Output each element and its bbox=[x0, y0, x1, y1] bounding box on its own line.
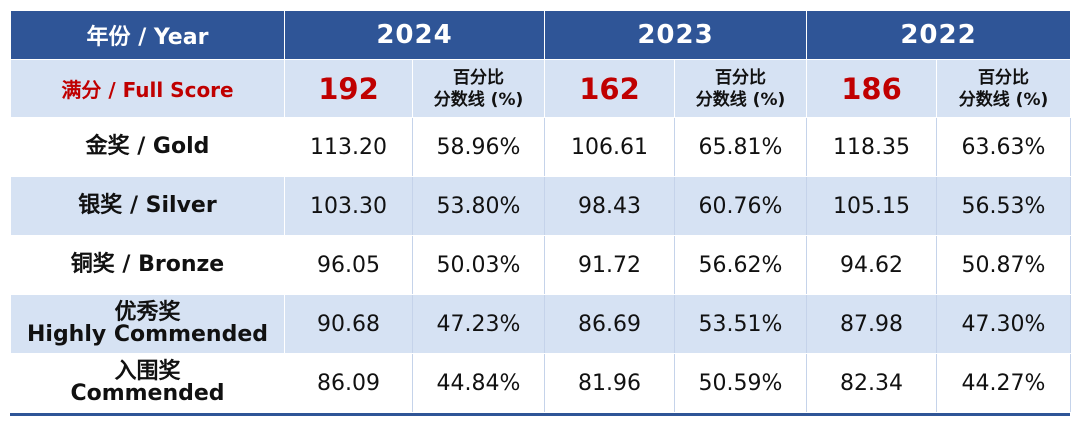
pct-header-line2: 分数线 (%) bbox=[695, 89, 786, 110]
table-cell: 63.63% bbox=[936, 117, 1071, 177]
table-row: 优秀奖 Highly Commended 90.68 47.23% 86.69 … bbox=[10, 294, 1071, 354]
year-2022-cell: 2022 bbox=[806, 10, 1071, 60]
table-cell: 60.76% bbox=[674, 176, 807, 236]
table-row: 银奖 / Silver 103.30 53.80% 98.43 60.76% 1… bbox=[10, 176, 1071, 236]
table-cell: 53.51% bbox=[674, 294, 807, 354]
table-cell: 53.80% bbox=[412, 176, 545, 236]
full-score-row: 满分 / Full Score 192 百分比 分数线 (%) 162 百分比 分数… bbox=[10, 59, 1071, 118]
full-score-label: 满分 / Full Score bbox=[61, 78, 234, 102]
pct-header-2022: 百分比 分数线 (%) bbox=[936, 59, 1071, 118]
table-bottom-border bbox=[10, 413, 1070, 416]
row-label-line1: 金奖 / Gold bbox=[85, 134, 210, 159]
table-cell: 82.34 bbox=[806, 353, 937, 413]
row-label-line2: Commended bbox=[70, 381, 225, 406]
row-label-line2: Highly Commended bbox=[26, 322, 268, 347]
table-cell: 91.72 bbox=[544, 235, 675, 295]
table-row: 金奖 / Gold 113.20 58.96% 106.61 65.81% 11… bbox=[10, 117, 1071, 177]
table-cell: 86.09 bbox=[284, 353, 413, 413]
score-table-container: 年份 / Year 2024 2023 2022 满分 / Full Score… bbox=[10, 10, 1071, 415]
row-label-line1: 铜奖 / Bronze bbox=[70, 252, 225, 277]
pct-header-line2: 分数线 (%) bbox=[433, 89, 524, 110]
table-cell: 50.59% bbox=[674, 353, 807, 413]
table-cell: 90.68 bbox=[284, 294, 413, 354]
full-score-label-cell: 满分 / Full Score bbox=[10, 59, 285, 118]
year-2023-cell: 2023 bbox=[544, 10, 807, 60]
table-cell: 56.53% bbox=[936, 176, 1071, 236]
row-label: 入围奖 Commended bbox=[10, 353, 285, 413]
pct-header-line1: 百分比 bbox=[978, 67, 1029, 88]
row-label-line1: 入围奖 bbox=[114, 359, 181, 384]
table-cell: 118.35 bbox=[806, 117, 937, 177]
year-header-row: 年份 / Year 2024 2023 2022 bbox=[10, 10, 1071, 60]
table-cell: 94.62 bbox=[806, 235, 937, 295]
table-cell: 103.30 bbox=[284, 176, 413, 236]
year-value: 2024 bbox=[376, 20, 453, 50]
table-cell: 65.81% bbox=[674, 117, 807, 177]
table-cell: 44.84% bbox=[412, 353, 545, 413]
pct-header-line1: 百分比 bbox=[453, 67, 504, 88]
year-2024-cell: 2024 bbox=[284, 10, 545, 60]
full-score-value: 192 bbox=[318, 71, 379, 106]
full-score-2022-cell: 186 bbox=[806, 59, 937, 118]
full-score-2023-cell: 162 bbox=[544, 59, 675, 118]
table-cell: 47.23% bbox=[412, 294, 545, 354]
table-cell: 56.62% bbox=[674, 235, 807, 295]
table-cell: 50.03% bbox=[412, 235, 545, 295]
table-cell: 86.69 bbox=[544, 294, 675, 354]
table-cell: 81.96 bbox=[544, 353, 675, 413]
table-cell: 44.27% bbox=[936, 353, 1071, 413]
year-label: 年份 / Year bbox=[86, 25, 209, 50]
row-label-line1: 优秀奖 bbox=[114, 300, 181, 325]
table-cell: 98.43 bbox=[544, 176, 675, 236]
full-score-value: 186 bbox=[841, 71, 902, 106]
table-cell: 96.05 bbox=[284, 235, 413, 295]
table-cell: 50.87% bbox=[936, 235, 1071, 295]
table-cell: 113.20 bbox=[284, 117, 413, 177]
table-row: 入围奖 Commended 86.09 44.84% 81.96 50.59% … bbox=[10, 353, 1071, 413]
full-score-value: 162 bbox=[579, 71, 640, 106]
score-table: 年份 / Year 2024 2023 2022 满分 / Full Score… bbox=[10, 10, 1071, 413]
pct-header-line2: 分数线 (%) bbox=[958, 89, 1049, 110]
year-label-cell: 年份 / Year bbox=[10, 10, 285, 60]
row-label: 银奖 / Silver bbox=[10, 176, 285, 236]
table-cell: 105.15 bbox=[806, 176, 937, 236]
row-label: 优秀奖 Highly Commended bbox=[10, 294, 285, 354]
row-label: 金奖 / Gold bbox=[10, 117, 285, 177]
pct-header-2023: 百分比 分数线 (%) bbox=[674, 59, 807, 118]
row-label-line1: 银奖 / Silver bbox=[78, 193, 217, 218]
table-cell: 87.98 bbox=[806, 294, 937, 354]
pct-header-2024: 百分比 分数线 (%) bbox=[412, 59, 545, 118]
table-cell: 47.30% bbox=[936, 294, 1071, 354]
year-value: 2022 bbox=[900, 20, 977, 50]
year-value: 2023 bbox=[637, 20, 714, 50]
table-cell: 106.61 bbox=[544, 117, 675, 177]
row-label: 铜奖 / Bronze bbox=[10, 235, 285, 295]
table-cell: 58.96% bbox=[412, 117, 545, 177]
pct-header-line1: 百分比 bbox=[715, 67, 766, 88]
table-row: 铜奖 / Bronze 96.05 50.03% 91.72 56.62% 94… bbox=[10, 235, 1071, 295]
full-score-2024-cell: 192 bbox=[284, 59, 413, 118]
